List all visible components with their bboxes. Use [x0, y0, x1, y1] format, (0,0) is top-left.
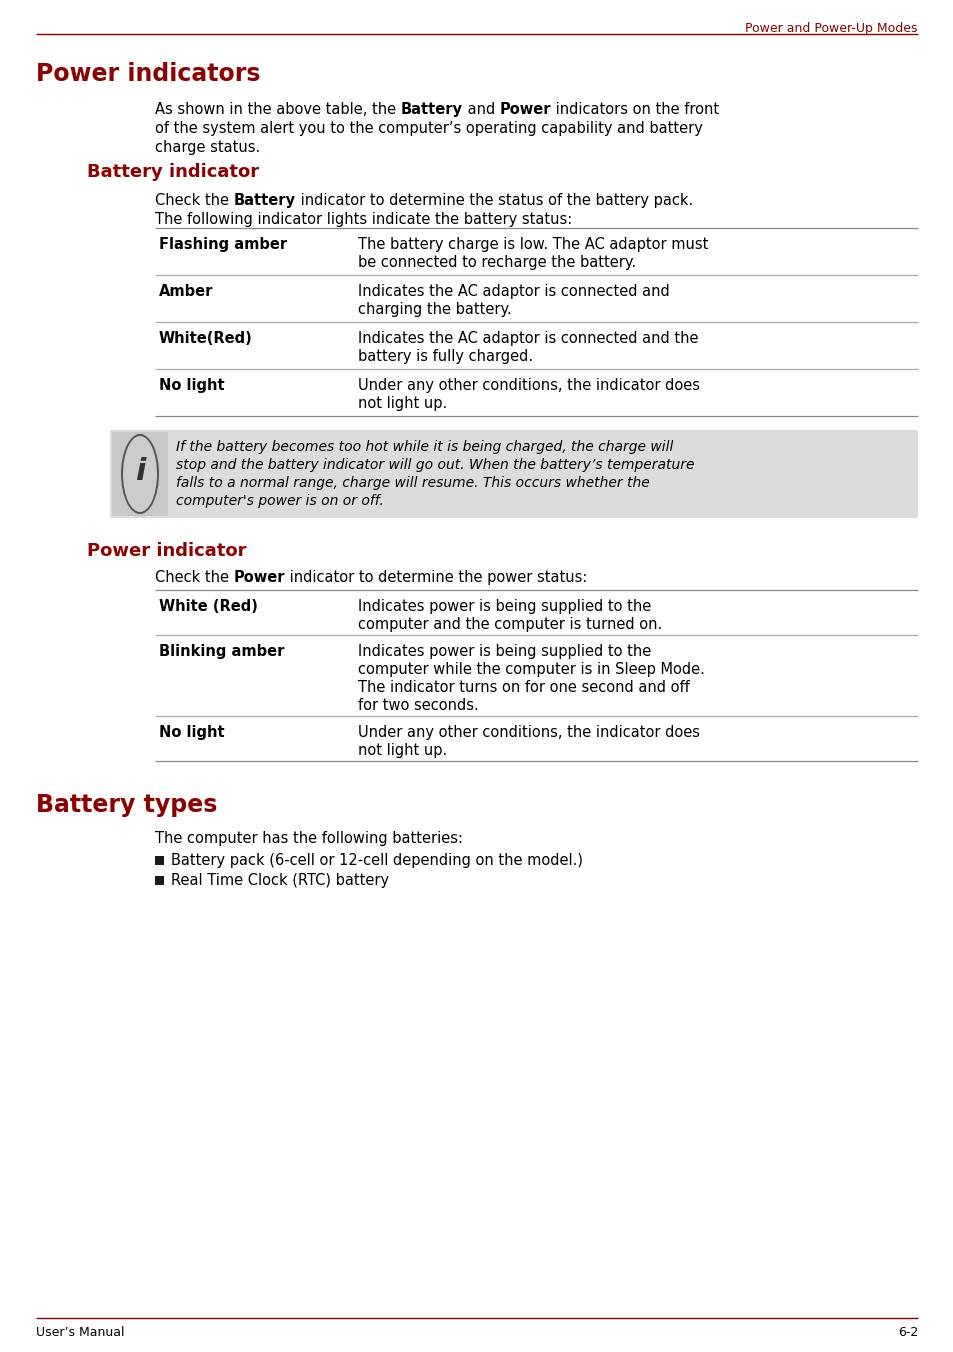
Text: Battery types: Battery types — [36, 794, 217, 817]
Text: Power and Power-Up Modes: Power and Power-Up Modes — [744, 22, 917, 35]
Text: indicator to determine the power status:: indicator to determine the power status: — [285, 571, 587, 585]
Text: for two seconds.: for two seconds. — [357, 698, 478, 713]
Text: indicators on the front: indicators on the front — [551, 101, 719, 118]
Bar — [154, 856, 164, 865]
Text: Blinking amber: Blinking amber — [159, 644, 284, 658]
Text: Indicates the AC adaptor is connected and: Indicates the AC adaptor is connected an… — [357, 284, 669, 299]
Text: No light: No light — [159, 725, 224, 740]
Text: User’s Manual: User’s Manual — [36, 1326, 125, 1338]
Text: Battery pack (6-cell or 12-cell depending on the model.): Battery pack (6-cell or 12-cell dependin… — [171, 853, 582, 868]
Text: Battery: Battery — [233, 193, 295, 208]
Text: No light: No light — [159, 379, 224, 393]
Text: Check the: Check the — [154, 571, 233, 585]
Text: Battery indicator: Battery indicator — [87, 164, 259, 181]
Text: Flashing amber: Flashing amber — [159, 237, 287, 251]
Text: computer and the computer is turned on.: computer and the computer is turned on. — [357, 617, 661, 631]
Text: 6-2: 6-2 — [897, 1326, 917, 1338]
Ellipse shape — [123, 435, 157, 512]
Text: of the system alert you to the computer’s operating capability and battery: of the system alert you to the computer’… — [154, 120, 702, 137]
Text: charging the battery.: charging the battery. — [357, 301, 511, 316]
Text: The following indicator lights indicate the battery status:: The following indicator lights indicate … — [154, 212, 572, 227]
Text: battery is fully charged.: battery is fully charged. — [357, 349, 533, 364]
Text: Real Time Clock (RTC) battery: Real Time Clock (RTC) battery — [171, 873, 389, 888]
Text: Indicates power is being supplied to the: Indicates power is being supplied to the — [357, 644, 651, 658]
Text: Power: Power — [499, 101, 551, 118]
Text: not light up.: not light up. — [357, 744, 447, 758]
Text: indicator to determine the status of the battery pack.: indicator to determine the status of the… — [295, 193, 692, 208]
Text: and: and — [462, 101, 499, 118]
Text: Under any other conditions, the indicator does: Under any other conditions, the indicato… — [357, 379, 700, 393]
Text: Indicates power is being supplied to the: Indicates power is being supplied to the — [357, 599, 651, 614]
Text: Power indicators: Power indicators — [36, 62, 260, 87]
Text: Power: Power — [233, 571, 285, 585]
Text: Under any other conditions, the indicator does: Under any other conditions, the indicato… — [357, 725, 700, 740]
Text: stop and the battery indicator will go out. When the battery’s temperature: stop and the battery indicator will go o… — [175, 458, 694, 472]
Text: White (Red): White (Red) — [159, 599, 257, 614]
Text: falls to a normal range, charge will resume. This occurs whether the: falls to a normal range, charge will res… — [175, 476, 649, 489]
Text: Indicates the AC adaptor is connected and the: Indicates the AC adaptor is connected an… — [357, 331, 698, 346]
Text: Amber: Amber — [159, 284, 213, 299]
Text: White(Red): White(Red) — [159, 331, 253, 346]
Ellipse shape — [121, 434, 159, 514]
Text: If the battery becomes too hot while it is being charged, the charge will: If the battery becomes too hot while it … — [175, 439, 673, 454]
Text: The battery charge is low. The AC adaptor must: The battery charge is low. The AC adapto… — [357, 237, 708, 251]
Text: Check the: Check the — [154, 193, 233, 208]
Text: The computer has the following batteries:: The computer has the following batteries… — [154, 831, 462, 846]
Text: be connected to recharge the battery.: be connected to recharge the battery. — [357, 256, 636, 270]
Text: computer while the computer is in Sleep Mode.: computer while the computer is in Sleep … — [357, 662, 704, 677]
Bar — [154, 876, 164, 886]
Bar — [110, 430, 917, 518]
Text: computer's power is on or off.: computer's power is on or off. — [175, 493, 383, 508]
Text: The indicator turns on for one second and off: The indicator turns on for one second an… — [357, 680, 689, 695]
Text: As shown in the above table, the: As shown in the above table, the — [154, 101, 400, 118]
Text: not light up.: not light up. — [357, 396, 447, 411]
Bar — [112, 433, 168, 516]
Text: i: i — [134, 457, 145, 487]
Text: Battery: Battery — [400, 101, 462, 118]
Text: Power indicator: Power indicator — [87, 542, 246, 560]
Text: charge status.: charge status. — [154, 141, 260, 155]
